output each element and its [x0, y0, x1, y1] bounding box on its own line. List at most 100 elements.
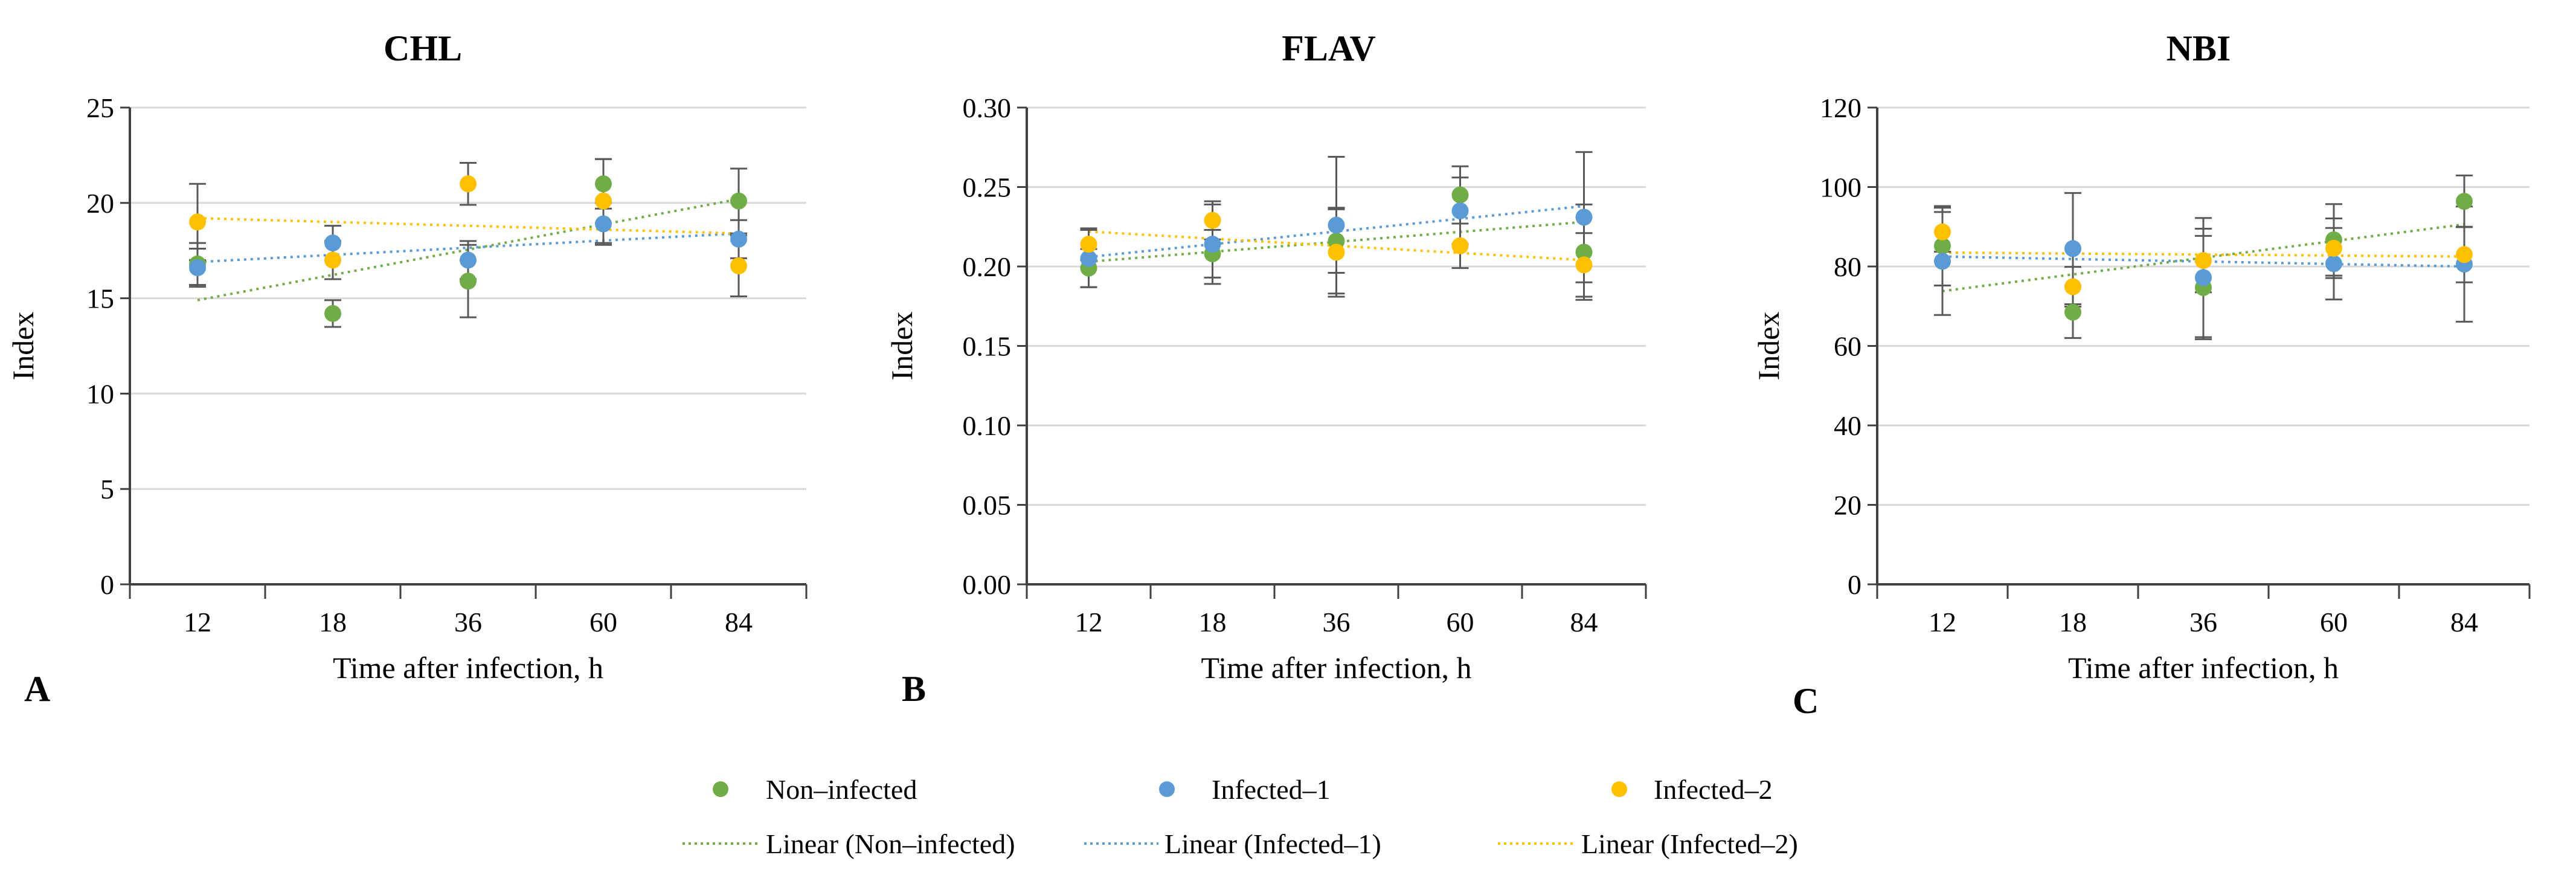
legend-marker-infected-2: Infected–2 [1611, 774, 1773, 805]
legend-label-infected-2: Infected–2 [1654, 774, 1773, 805]
x-tick-label: 60 [1447, 607, 1474, 638]
legend-label-linear-infected-1: Linear (Infected–1) [1164, 828, 1381, 859]
x-tick-label: 18 [2059, 607, 2087, 638]
data-point-infected-1 [1934, 253, 1951, 270]
y-tick-label: 120 [1820, 92, 1861, 123]
data-point-non-infected [1575, 244, 1593, 261]
chart-panels: 0 5 10 15 20 25 12 18 36 60 84 CHL Time after infect… [6, 28, 2531, 721]
trendline-linear-non-infected [1088, 221, 1584, 263]
chart-title: CHL [384, 28, 462, 68]
legend-line-infected-1: Linear (Infected–1) [1084, 828, 1381, 859]
y-tick-label: 0.25 [963, 172, 1012, 203]
data-point-infected-2 [595, 192, 612, 210]
legend-marker-infected-1: Infected–1 [1159, 774, 1331, 805]
y-tick-label: 80 [1834, 251, 1861, 282]
data-point-infected-1 [460, 251, 477, 269]
data-point-infected-2 [1575, 256, 1593, 274]
data-point-infected-2 [1080, 236, 1097, 253]
x-tick-label: 18 [319, 607, 347, 638]
chart-panel-flav: 0.00 0.05 0.10 0.15 0.20 0.25 0.30 12 18 36 60 84 FL… [885, 28, 1647, 709]
data-point-infected-2 [189, 213, 206, 231]
data-point-infected-1 [1451, 202, 1469, 219]
data-point-infected-2 [730, 257, 747, 274]
legend-label-linear-non-infected: Linear (Non–infected) [766, 828, 1015, 859]
trendline-linear-non-infected [197, 198, 739, 302]
y-tick-label: 0.00 [963, 569, 1012, 600]
data-point-infected-2 [2325, 239, 2342, 257]
y-tick-label: 0 [100, 569, 114, 600]
legend: Non–infected Infected–1 Infected–2 Linea… [683, 774, 1798, 859]
data-point-infected-2 [2195, 252, 2212, 270]
data-point-infected-1 [730, 230, 747, 248]
y-tick-label: 5 [100, 474, 114, 505]
y-tick-label: 0.20 [963, 251, 1012, 282]
x-tick-label: 12 [184, 607, 211, 638]
data-point-infected-2 [324, 251, 341, 269]
data-point-infected-2 [1328, 244, 1345, 261]
y-tick-label: 20 [1834, 490, 1861, 521]
x-tick-label: 12 [1075, 607, 1103, 638]
data-point-infected-2 [460, 175, 477, 193]
y-axis-label: Index [1752, 312, 1785, 381]
legend-line-infected-2: Linear (Infected–2) [1498, 828, 1798, 859]
y-tick-label: 0.10 [963, 410, 1012, 441]
y-tick-label: 100 [1820, 172, 1861, 203]
y-axis-label: Index [6, 312, 40, 381]
data-point-infected-1 [595, 215, 612, 233]
y-tick-label: 0.05 [963, 490, 1012, 521]
y-tick-label: 60 [1834, 331, 1861, 362]
chart-title: FLAV [1282, 28, 1376, 68]
x-axis-label: Time after infection, h [1201, 651, 1471, 685]
x-axis-label: Time after infection, h [2068, 651, 2339, 685]
x-tick-label: 84 [2450, 607, 2478, 638]
x-tick-label: 36 [454, 607, 482, 638]
data-point-infected-1 [1204, 236, 1221, 253]
data-point-infected-1 [1328, 216, 1345, 234]
data-point-non-infected [2064, 303, 2081, 321]
data-point-infected-2 [1934, 223, 1951, 240]
data-point-infected-1 [2064, 240, 2081, 257]
data-point-infected-1 [2325, 255, 2342, 273]
legend-label-linear-infected-2: Linear (Infected–2) [1581, 828, 1798, 859]
data-point-infected-1 [1080, 250, 1097, 267]
y-tick-label: 0 [1848, 569, 1861, 600]
trendline-linear-non-infected [1942, 223, 2465, 292]
y-tick-label: 25 [86, 92, 114, 123]
legend-marker-non-infected: Non–infected [713, 774, 917, 805]
y-tick-label: 10 [86, 378, 114, 409]
panel-label: C [1793, 681, 1819, 721]
data-point-infected-2 [1204, 211, 1221, 229]
data-point-non-infected [324, 305, 341, 322]
data-point-infected-2 [1451, 237, 1469, 254]
data-point-non-infected [1934, 237, 1951, 254]
y-tick-label: 0.30 [963, 92, 1012, 123]
chart-title: NBI [2166, 28, 2231, 68]
legend-line-non-infected: Linear (Non–infected) [683, 828, 1015, 859]
x-tick-label: 60 [2320, 607, 2348, 638]
data-point-infected-2 [2456, 246, 2473, 263]
y-tick-label: 40 [1834, 410, 1861, 441]
data-point-non-infected [1451, 186, 1469, 204]
x-tick-label: 84 [725, 607, 753, 638]
trendline-linear-infected-2 [197, 217, 739, 235]
x-tick-label: 18 [1199, 607, 1227, 638]
panel-label: B [902, 669, 926, 709]
panel-label: A [24, 669, 50, 709]
data-point-infected-1 [189, 259, 206, 277]
y-tick-label: 15 [86, 283, 114, 314]
data-point-infected-1 [324, 234, 341, 252]
x-tick-label: 36 [2189, 607, 2217, 638]
data-point-non-infected [595, 175, 612, 193]
x-tick-label: 60 [589, 607, 617, 638]
y-axis-label: Index [885, 312, 919, 381]
data-point-infected-2 [2064, 278, 2081, 295]
chart-panel-chl: 0 5 10 15 20 25 12 18 36 60 84 CHL Time after infect… [6, 28, 808, 709]
data-point-non-infected [2456, 193, 2473, 210]
y-tick-label: 0.15 [963, 331, 1012, 362]
data-point-non-infected [460, 273, 477, 290]
legend-label-non-infected: Non–infected [766, 774, 917, 805]
x-tick-label: 36 [1323, 607, 1351, 638]
data-point-infected-1 [1575, 208, 1593, 226]
x-axis-label: Time after infection, h [333, 651, 603, 685]
